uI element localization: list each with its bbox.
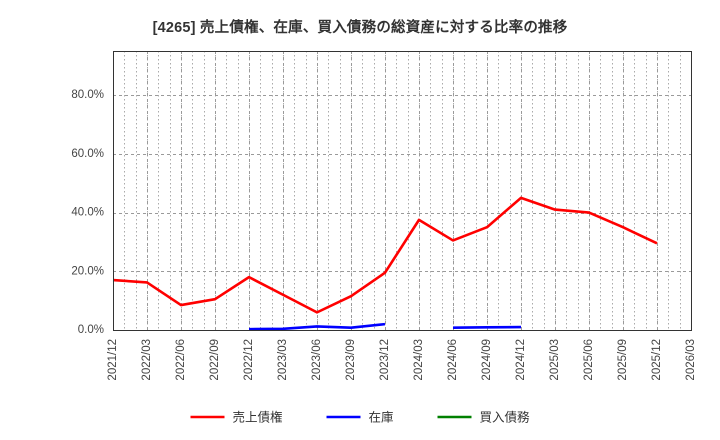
x-axis-tick-label: 2023/12: [379, 339, 391, 381]
x-axis-tick-label: 2022/09: [209, 339, 221, 381]
x-axis-tick-label: 2025/12: [651, 339, 663, 381]
x-axis-tick-labels: 2021/12 2022/03 2022/06 2022/09 2022/12 2023/…: [107, 339, 697, 381]
x-axis-tick-label: 2024/09: [481, 339, 493, 381]
plot-frame: [112, 50, 693, 332]
y-axis-tick-label: 20.0%: [71, 265, 104, 277]
series-line-在庫: [248, 322, 386, 331]
y-axis-tick-label: 60.0%: [71, 148, 104, 160]
x-axis-tick-label: 2023/03: [277, 339, 289, 381]
x-axis-tick-label: 2025/09: [617, 339, 629, 381]
x-axis-tick-label: 2024/06: [447, 339, 459, 381]
x-axis-tick-label: 2023/09: [345, 339, 357, 381]
series-line-売上債権: [112, 196, 658, 314]
x-axis-tick-label: 2021/12: [107, 339, 119, 381]
x-axis-tick-label: 2024/12: [515, 339, 527, 381]
y-axis-tick-labels: 0.0% 20.0% 40.0% 60.0% 80.0%: [71, 89, 104, 336]
chart-title: [4265] 売上債権、在庫、買入債務の総資産に対する比率の推移: [152, 20, 568, 36]
series-line-在庫: [452, 325, 522, 329]
legend-label-売上債権: 売上債権: [233, 409, 283, 424]
x-axis-tick-label: 2025/03: [549, 339, 561, 381]
data-series-lines: [112, 196, 658, 331]
minor-gridlines: [113, 51, 692, 330]
y-axis-tick-label: 0.0%: [78, 324, 104, 336]
y-axis-tick-label: 40.0%: [71, 207, 104, 219]
x-axis-tick-label: 2022/03: [141, 339, 153, 381]
chart-legend: 売上債権 在庫 買入債務: [190, 409, 531, 424]
major-x-gridlines: [113, 51, 692, 330]
x-axis-tick-label: 2025/06: [583, 339, 595, 381]
legend-label-在庫: 在庫: [369, 410, 394, 424]
x-axis-tick-label: 2026/03: [685, 339, 697, 381]
x-axis-tick-label: 2024/03: [413, 339, 425, 381]
x-axis-tick-label: 2022/12: [243, 339, 255, 381]
x-axis-tick-label: 2023/06: [311, 339, 323, 381]
major-y-gridlines: [113, 95, 691, 272]
y-axis-tick-label: 80.0%: [71, 89, 104, 101]
x-axis-tick-label: 2022/06: [175, 339, 187, 381]
legend-label-買入債務: 買入債務: [480, 409, 531, 424]
